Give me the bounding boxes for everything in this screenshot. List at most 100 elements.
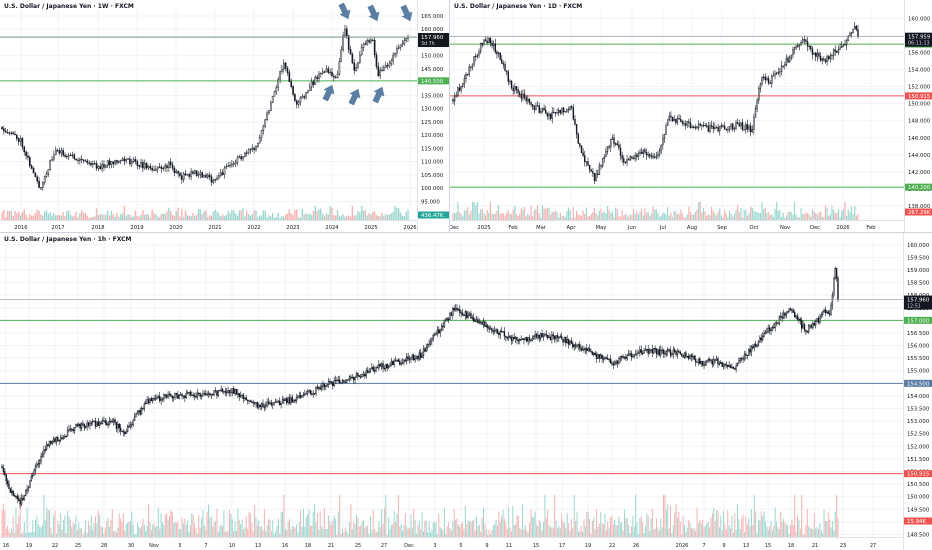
candle [658,147,661,158]
volume-bar [261,526,263,537]
candle-body [428,343,430,345]
candle [830,302,832,317]
candle-body [71,429,73,431]
candle [820,312,822,319]
candle-body [138,410,140,413]
candle [186,390,189,395]
candle-body [366,40,369,45]
panel-divider-horizontal[interactable] [0,232,932,233]
y-tick-label: 152.000 [908,85,931,91]
volume-bar [302,508,304,537]
volume-bar [171,214,174,220]
volume-bar [162,522,164,537]
candle-body [506,336,508,339]
price-tag-countdown: 06:11:13 [908,41,930,47]
candle [283,396,285,405]
volume-bar [537,526,539,537]
volume-bar [75,515,77,537]
candle [305,391,307,395]
candle-body [147,166,150,169]
candle-body [192,171,194,174]
volume-bar [75,212,77,220]
candle-body [385,364,387,369]
volume-bar [684,217,687,220]
candle [595,351,598,363]
candle [58,147,61,156]
candle [728,126,731,133]
hourly-chart-panel[interactable]: 160.000159.500159.000158.500158.000157.5… [0,233,932,550]
candle-body [26,488,28,491]
candle [619,143,622,161]
candle-body [566,339,568,344]
candle-body [388,63,391,67]
volume-bar [551,527,553,537]
volume-bar [603,524,605,537]
candle [54,146,57,156]
volume-bar [25,214,27,220]
candle-body [551,334,553,340]
candle-body [179,172,181,176]
candle [195,391,197,399]
volume-bar [32,215,35,220]
volume-bar [576,210,578,220]
candle-body [255,146,257,150]
volume-bar [394,206,396,220]
volume-bar [51,533,53,537]
candle [642,148,645,158]
daily-chart-panel[interactable]: 160.000158.000156.000154.000152.000150.0… [450,0,932,232]
volume-bar [519,527,521,537]
volume-bar [452,213,454,220]
candle [671,352,673,358]
volume-bar [630,526,632,537]
price-tag-box [418,33,449,48]
x-tick-label: Sep [717,225,727,231]
candle-body [501,59,503,64]
candle-body [73,427,76,432]
candle-body [741,122,744,130]
candle [721,361,723,367]
volume-bar [704,211,706,220]
volume-bar [579,215,581,220]
daily-chart-canvas[interactable]: 160.000158.000156.000154.000152.000150.0… [450,0,932,232]
candle [777,322,779,325]
candle [807,324,810,335]
candle [244,151,246,158]
hourly-chart-canvas[interactable]: 160.000159.500159.000158.500158.000157.5… [0,233,932,550]
candle [236,155,239,166]
candle-body [170,394,172,397]
volume-bar [498,511,500,537]
volume-bar [831,206,833,220]
volume-bar [699,202,701,220]
volume-bar [119,214,122,220]
candle [281,64,283,75]
volume-bar [778,529,780,537]
candle-body [553,335,556,340]
candle [157,394,160,399]
candle [90,161,92,167]
candle-body [603,156,605,159]
volume-bar [492,525,494,537]
candle-body [435,333,437,335]
volume-bar [592,212,594,220]
x-tick-label: 18 [788,543,794,549]
candle [334,75,337,79]
candle [780,312,782,321]
volume-bar [612,523,614,537]
volume-bar [784,522,786,537]
candle [489,36,492,47]
panel-divider-vertical[interactable] [449,0,450,232]
candle-body [636,353,638,355]
candle [616,360,619,368]
candle-body [592,171,594,174]
candle [601,157,604,168]
volume-bar [766,212,768,220]
weekly-chart-panel[interactable]: 165.000 160.000 150.000 145.000 135.000 130.0… [0,0,449,232]
volume-bar [450,530,452,537]
candle [697,358,700,366]
volume-bar [364,527,366,537]
candle [647,151,649,158]
candle-body [462,83,464,87]
volume-bar [536,205,539,220]
candle-body [117,160,120,163]
weekly-chart-canvas[interactable]: 165.000160.000150.000145.000135.000130.0… [0,0,449,232]
